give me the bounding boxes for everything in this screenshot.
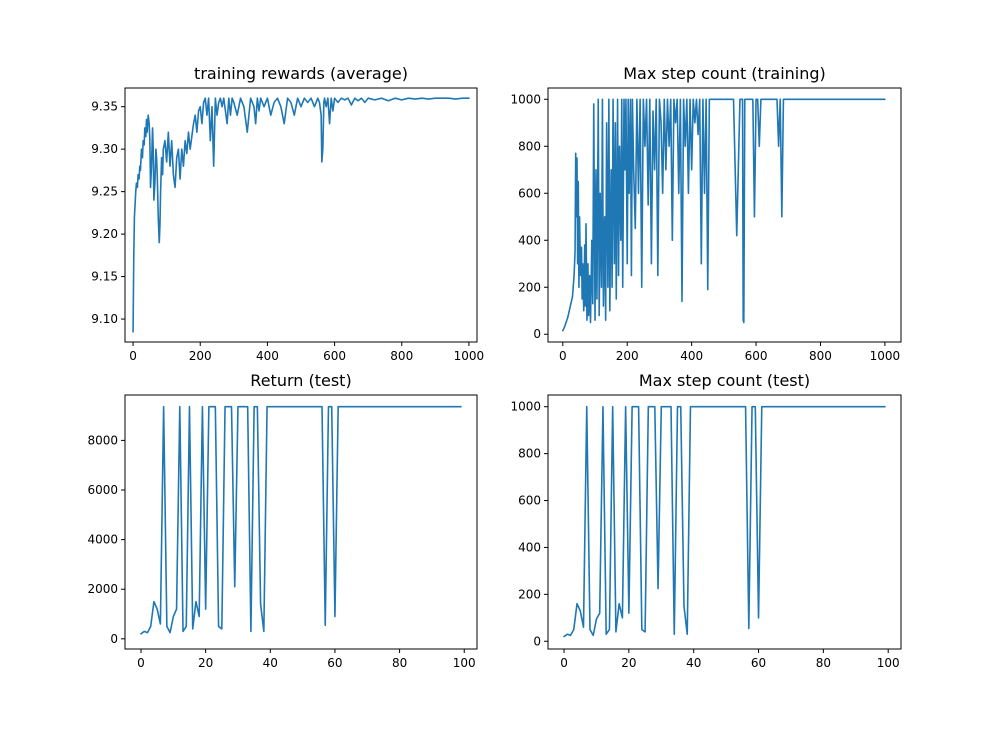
training-max-steps-y-tick-label: 0 — [533, 327, 541, 341]
training-rewards-y-tick-label: 9.20 — [91, 227, 118, 241]
test-max-steps-title: Max step count (test) — [639, 371, 810, 390]
test-max-steps-axes-frame — [547, 394, 902, 650]
subplot-grid: 0 200 400 600 800 10009.109.159.209.259.309.3… — [87, 64, 902, 670]
test-max-steps-x-tick-label: 40 — [686, 656, 701, 670]
test-max-steps-y-tick-label: 0 — [533, 634, 541, 648]
training-max-steps-x-tick-label: 400 — [680, 349, 703, 363]
test-return-panel: 0 20 40 60 80 100 0 2000 4000 6000 8000 Return (tes… — [87, 371, 478, 670]
test-return-y-tick-label: 0 — [110, 632, 118, 646]
test-return-x-tick-label: 60 — [327, 656, 342, 670]
test-max-steps-x-tick-label: 20 — [621, 656, 636, 670]
test-return-x-tick-label: 80 — [392, 656, 407, 670]
test-return-y-tick-label: 6000 — [87, 483, 118, 497]
training-rewards-y-tick-label: 9.35 — [91, 100, 118, 114]
training-max-steps-x-tick-label: 600 — [745, 349, 768, 363]
test-return-y-tick-label: 2000 — [87, 582, 118, 596]
test-return-x-tick-label: 0 — [137, 656, 145, 670]
test-max-steps-x-tick-label: 60 — [751, 656, 766, 670]
training-max-steps-y-tick-label: 1000 — [510, 92, 541, 106]
test-max-steps-y-tick-label: 800 — [518, 447, 541, 461]
training-rewards-y-tick-label: 9.15 — [91, 270, 118, 284]
training-rewards-y-tick-label: 9.10 — [91, 312, 118, 326]
training-max-steps-y-tick-label: 200 — [518, 280, 541, 294]
test-max-steps-y-tick-label: 200 — [518, 587, 541, 601]
test-return-axes-frame — [124, 394, 478, 650]
training-rewards-x-tick-label: 200 — [189, 349, 212, 363]
test-max-steps-y-tick-label: 400 — [518, 540, 541, 554]
training-max-steps-x-tick-label: 0 — [559, 349, 567, 363]
training-max-steps-axes-frame — [547, 87, 902, 343]
training-rewards-x-tick-label: 1000 — [454, 349, 485, 363]
test-return-y-tick-label: 4000 — [87, 533, 118, 547]
training-rewards-x-tick-label: 600 — [323, 349, 346, 363]
training-rewards-series-line — [132, 97, 470, 333]
training-rewards-x-tick-label: 800 — [390, 349, 413, 363]
training-max-steps-panel: 0 200 400 600 800 1000 0 200 400 600 800 1000 Max st… — [510, 64, 902, 363]
test-return-series-line — [140, 405, 462, 635]
training-rewards-x-tick-label: 0 — [129, 349, 137, 363]
training-max-steps-y-tick-label: 600 — [518, 186, 541, 200]
test-return-x-tick-label: 100 — [453, 656, 476, 670]
training-max-steps-series-line — [562, 98, 886, 332]
training-max-steps-x-tick-label: 1000 — [870, 349, 901, 363]
training-rewards-axes-frame — [124, 87, 478, 343]
test-max-steps-y-tick-label: 1000 — [510, 400, 541, 414]
test-return-title: Return (test) — [250, 371, 351, 390]
training-rewards-title: training rewards (average) — [194, 64, 408, 83]
training-max-steps-y-tick-label: 800 — [518, 139, 541, 153]
test-return-x-tick-label: 40 — [263, 656, 278, 670]
test-return-y-tick-label: 8000 — [87, 433, 118, 447]
training-rewards-x-tick-label: 400 — [256, 349, 279, 363]
training-max-steps-y-tick-label: 400 — [518, 233, 541, 247]
training-rewards-panel: 0 200 400 600 800 1000 9.10 9.15 9.20 9.25 9.30 9.3… — [91, 64, 484, 363]
test-max-steps-x-tick-label: 100 — [877, 656, 900, 670]
training-max-steps-x-tick-label: 200 — [616, 349, 639, 363]
test-max-steps-series-line — [563, 405, 886, 638]
test-return-x-tick-label: 20 — [198, 656, 213, 670]
training-rewards-y-tick-label: 9.30 — [91, 142, 118, 156]
test-max-steps-x-tick-label: 80 — [816, 656, 831, 670]
training-rewards-y-tick-label: 9.25 — [91, 185, 118, 199]
test-max-steps-x-tick-label: 0 — [560, 656, 568, 670]
training-max-steps-x-tick-label: 800 — [809, 349, 832, 363]
training-max-steps-title: Max step count (training) — [623, 64, 826, 83]
test-max-steps-y-tick-label: 600 — [518, 494, 541, 508]
